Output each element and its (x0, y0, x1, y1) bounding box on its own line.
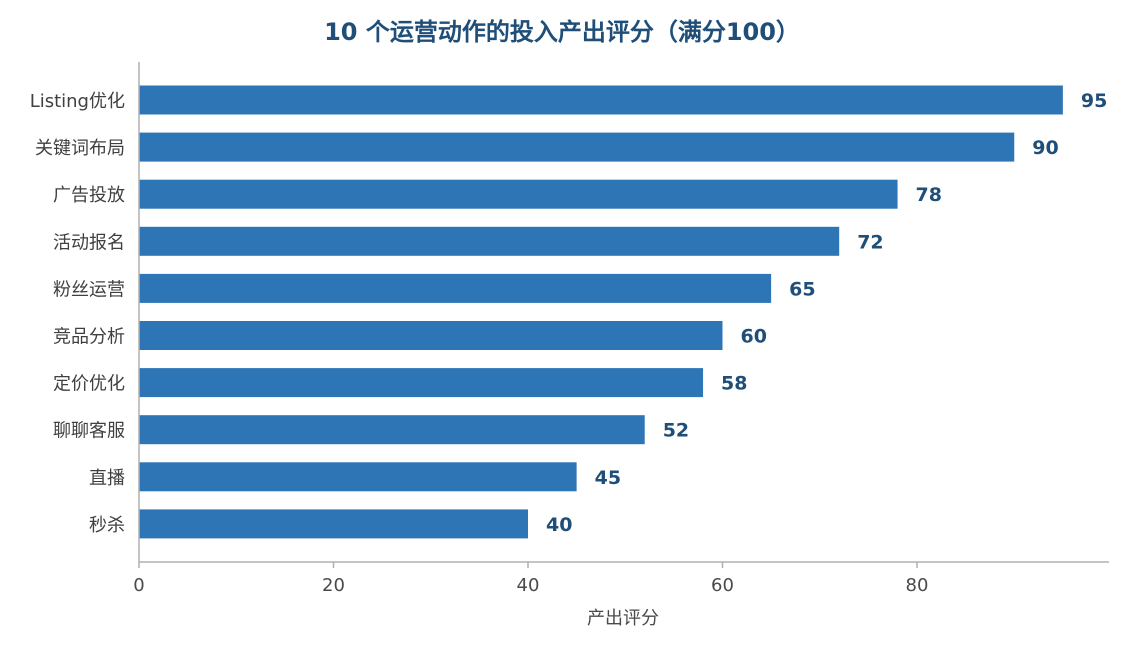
category-label-3: 活动报名 (53, 232, 125, 253)
bar-7 (139, 415, 645, 445)
value-label-3: 72 (857, 231, 883, 253)
bars-layer (139, 85, 1063, 539)
value-label-7: 52 (663, 420, 689, 442)
category-label-5: 竞品分析 (53, 327, 125, 348)
category-labels-layer: Listing优化关键词布局广告投放活动报名粉丝运营竞品分析定价优化聊聊客服直播… (30, 91, 125, 536)
x-tick-label-4: 80 (906, 575, 929, 596)
x-axis-label: 产出评分 (587, 608, 659, 629)
x-tick-label-2: 40 (517, 575, 540, 596)
category-label-0: Listing优化 (30, 91, 125, 112)
value-label-2: 78 (916, 184, 942, 206)
x-tick-label-0: 0 (133, 575, 144, 596)
value-label-5: 60 (741, 326, 767, 348)
value-label-4: 65 (789, 278, 815, 300)
bar-9 (139, 509, 528, 539)
category-label-2: 广告投放 (53, 185, 125, 206)
chart-title: 10 个运营动作的投入产出评分（满分100） (324, 18, 800, 46)
axes-layer: 0 20 40 60 80 (133, 62, 1109, 596)
value-label-1: 90 (1032, 137, 1058, 159)
x-tick-label-3: 60 (711, 575, 734, 596)
bar-4 (139, 273, 772, 303)
bar-0 (139, 85, 1063, 115)
value-label-8: 45 (595, 467, 621, 489)
category-label-1: 关键词布局 (35, 138, 125, 159)
bar-6 (139, 368, 704, 398)
category-label-6: 定价优化 (53, 374, 125, 395)
value-label-0: 95 (1081, 90, 1107, 112)
x-tick-label-1: 20 (322, 575, 345, 596)
bar-5 (139, 321, 723, 350)
bar-2 (139, 179, 898, 209)
value-labels-layer: 95 90 78 72 65 60 58 52 45 40 (546, 90, 1107, 536)
value-label-6: 58 (721, 373, 747, 395)
bar-1 (139, 132, 1015, 162)
category-label-4: 粉丝运营 (53, 279, 125, 300)
category-label-8: 直播 (89, 468, 125, 489)
value-label-9: 40 (546, 514, 572, 536)
category-label-7: 聊聊客服 (53, 421, 125, 442)
bar-8 (139, 462, 577, 492)
bar-3 (139, 226, 840, 256)
category-label-9: 秒杀 (89, 515, 125, 536)
